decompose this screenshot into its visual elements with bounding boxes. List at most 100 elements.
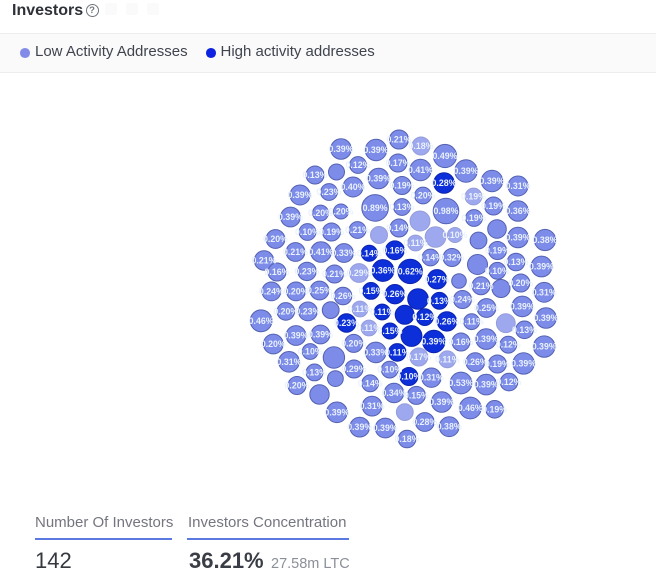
svg-text:0.13%: 0.13%: [390, 202, 415, 212]
svg-text:0.11%: 0.11%: [435, 354, 460, 364]
svg-text:0.98%: 0.98%: [434, 206, 459, 216]
svg-text:0.19%: 0.19%: [485, 359, 510, 369]
svg-text:0.14%: 0.14%: [358, 378, 383, 388]
svg-text:0.11%: 0.11%: [357, 323, 382, 333]
svg-text:0.19%: 0.19%: [319, 227, 344, 237]
svg-text:0.39%: 0.39%: [510, 301, 535, 311]
svg-text:0.10%: 0.10%: [298, 347, 323, 357]
svg-text:0.24%: 0.24%: [450, 295, 475, 305]
svg-text:0.23%: 0.23%: [334, 318, 359, 328]
svg-text:0.31%: 0.31%: [532, 287, 557, 297]
svg-text:0.17%: 0.17%: [386, 158, 411, 168]
svg-text:0.23%: 0.23%: [295, 306, 320, 316]
svg-text:0.15%: 0.15%: [378, 326, 403, 336]
svg-text:0.49%: 0.49%: [433, 151, 458, 161]
svg-text:0.25%: 0.25%: [474, 303, 499, 313]
svg-text:0.28%: 0.28%: [432, 178, 457, 188]
svg-text:0.20%: 0.20%: [263, 234, 288, 244]
svg-text:0.20%: 0.20%: [285, 381, 310, 391]
svg-text:0.19%: 0.19%: [462, 213, 487, 223]
svg-text:0.16%: 0.16%: [382, 245, 407, 255]
svg-text:0.39%: 0.39%: [534, 313, 559, 323]
svg-text:0.26%: 0.26%: [382, 289, 407, 299]
svg-text:0.14%: 0.14%: [418, 253, 443, 263]
svg-text:0.39%: 0.39%: [480, 176, 505, 186]
svg-text:0.39%: 0.39%: [347, 422, 372, 432]
svg-text:0.20%: 0.20%: [508, 278, 533, 288]
svg-text:0.46%: 0.46%: [458, 403, 483, 413]
svg-text:0.39%: 0.39%: [284, 331, 309, 341]
svg-text:0.26%: 0.26%: [331, 291, 356, 301]
svg-text:0.21%: 0.21%: [469, 281, 494, 291]
svg-text:0.38%: 0.38%: [533, 235, 558, 245]
svg-text:0.46%: 0.46%: [249, 316, 274, 326]
svg-text:0.21%: 0.21%: [283, 247, 308, 257]
svg-text:0.14%: 0.14%: [387, 223, 412, 233]
svg-text:0.20%: 0.20%: [284, 286, 309, 296]
svg-text:0.12%: 0.12%: [346, 160, 371, 170]
svg-text:0.20%: 0.20%: [273, 306, 298, 316]
svg-text:0.12%: 0.12%: [496, 340, 521, 350]
svg-text:0.39%: 0.39%: [329, 144, 354, 154]
svg-text:0.31%: 0.31%: [506, 181, 531, 191]
svg-text:0.10%: 0.10%: [485, 266, 510, 276]
svg-text:0.23%: 0.23%: [317, 187, 342, 197]
svg-text:0.36%: 0.36%: [371, 266, 396, 276]
svg-text:0.53%: 0.53%: [449, 378, 474, 388]
svg-text:0.11%: 0.11%: [459, 317, 484, 327]
svg-text:0.19%: 0.19%: [461, 192, 486, 202]
svg-text:0.27%: 0.27%: [425, 274, 450, 284]
svg-text:0.31%: 0.31%: [277, 357, 302, 367]
svg-text:0.10%: 0.10%: [396, 372, 421, 382]
svg-text:0.18%: 0.18%: [409, 141, 434, 151]
svg-text:0.39%: 0.39%: [454, 166, 479, 176]
svg-text:0.15%: 0.15%: [359, 286, 384, 296]
svg-text:0.36%: 0.36%: [506, 206, 531, 216]
svg-text:0.39%: 0.39%: [324, 407, 349, 417]
svg-text:0.11%: 0.11%: [403, 238, 428, 248]
svg-text:0.33%: 0.33%: [332, 248, 357, 258]
svg-text:0.13%: 0.13%: [303, 170, 328, 180]
svg-text:0.34%: 0.34%: [382, 388, 407, 398]
svg-text:0.25%: 0.25%: [307, 286, 332, 296]
svg-text:0.31%: 0.31%: [360, 401, 385, 411]
svg-text:0.24%: 0.24%: [259, 286, 284, 296]
svg-text:0.20%: 0.20%: [411, 191, 436, 201]
svg-text:0.20%: 0.20%: [308, 208, 333, 218]
svg-text:0.39%: 0.39%: [511, 358, 536, 368]
svg-text:0.11%: 0.11%: [370, 307, 395, 317]
svg-text:0.39%: 0.39%: [506, 233, 531, 243]
svg-text:0.39%: 0.39%: [364, 145, 389, 155]
svg-text:0.39%: 0.39%: [308, 330, 333, 340]
svg-text:0.26%: 0.26%: [434, 316, 459, 326]
svg-text:0.12%: 0.12%: [412, 312, 437, 322]
svg-text:0.21%: 0.21%: [387, 135, 412, 145]
svg-text:0.62%: 0.62%: [398, 266, 423, 276]
svg-text:0.10%: 0.10%: [377, 365, 402, 375]
svg-text:0.17%: 0.17%: [406, 352, 431, 362]
svg-text:0.38%: 0.38%: [437, 422, 462, 432]
svg-text:0.33%: 0.33%: [363, 347, 388, 357]
svg-text:0.39%: 0.39%: [366, 174, 391, 184]
svg-text:0.41%: 0.41%: [408, 165, 433, 175]
svg-text:0.40%: 0.40%: [341, 182, 366, 192]
svg-text:0.18%: 0.18%: [395, 434, 420, 444]
svg-text:0.11%: 0.11%: [348, 304, 373, 314]
svg-text:0.29%: 0.29%: [347, 268, 372, 278]
svg-text:0.28%: 0.28%: [412, 417, 437, 427]
svg-text:0.39%: 0.39%: [529, 262, 554, 272]
svg-text:0.14%: 0.14%: [357, 248, 382, 258]
svg-text:0.29%: 0.29%: [342, 364, 367, 374]
svg-text:0.19%: 0.19%: [482, 404, 507, 414]
svg-text:0.16%: 0.16%: [265, 267, 290, 277]
svg-text:0.13%: 0.13%: [512, 325, 537, 335]
svg-text:0.39%: 0.39%: [474, 380, 499, 390]
svg-text:0.19%: 0.19%: [485, 246, 510, 256]
svg-text:0.16%: 0.16%: [449, 337, 474, 347]
svg-text:0.10%: 0.10%: [443, 230, 468, 240]
svg-text:0.32%: 0.32%: [440, 253, 465, 263]
svg-text:0.13%: 0.13%: [427, 296, 452, 306]
svg-text:0.23%: 0.23%: [295, 266, 320, 276]
svg-text:0.26%: 0.26%: [463, 357, 488, 367]
svg-text:0.39%: 0.39%: [532, 342, 557, 352]
